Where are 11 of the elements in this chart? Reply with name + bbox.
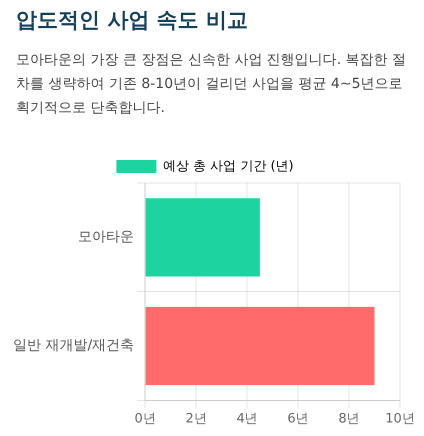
x-tick-label: 6년	[287, 412, 309, 427]
legend-label: 예상 총 사업 기간 (년)	[162, 158, 294, 174]
chart-title: 압도적인 사업 속도 비교	[16, 7, 248, 34]
chart-subtitle: 모아타운의 가장 큰 장점은 신속한 사업 진행입니다. 복잡한 절차를 생략하여 기존 8-10년이 걸리던 사업을 평균 4~5년으로 획기적으로 단축합니다.	[16, 51, 408, 118]
x-tick-label: 8년	[338, 412, 360, 427]
x-tick-label: 4년	[236, 412, 258, 427]
x-tick-label: 2년	[185, 412, 207, 427]
x-tick-label: 10년	[385, 412, 415, 427]
x-tick-label: 0년	[134, 412, 156, 427]
y-tick-label: 모아타운	[78, 228, 134, 245]
y-tick-label: 일반 재개발/재건축	[12, 338, 134, 354]
